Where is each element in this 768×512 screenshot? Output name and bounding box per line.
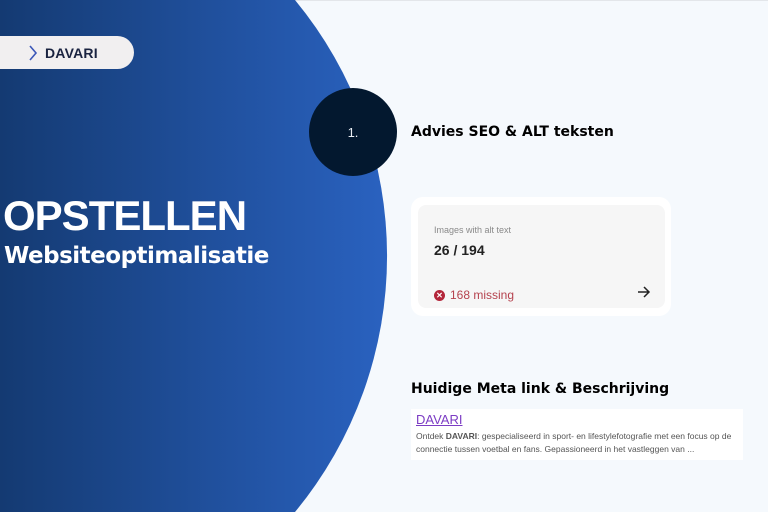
step-heading: Advies SEO & ALT teksten [411, 124, 614, 140]
error-x-icon: ✕ [434, 289, 445, 301]
meta-heading: Huidige Meta link & Beschrijving [411, 381, 670, 397]
meta-desc-prefix: Ontdek [416, 431, 446, 441]
step-number: 1. [347, 124, 359, 140]
meta-description: Ontdek DAVARI: gespecialiseerd in sport-… [416, 430, 742, 456]
chevron-right-icon [29, 45, 38, 61]
meta-desc-brand: DAVARI [445, 431, 478, 441]
alt-text-value: 26 / 194 [434, 242, 485, 258]
hero-title: OPSTELLEN [3, 192, 247, 239]
meta-preview: DAVARI Ontdek DAVARI: gespecialiseerd in… [411, 409, 743, 460]
missing-count: 168 missing [450, 288, 515, 302]
meta-desc-rest: : gespecialiseerd in sport- en lifestyle… [416, 431, 732, 454]
brand-pill: DAVARI [0, 36, 134, 69]
arrow-right-icon[interactable] [637, 285, 651, 299]
step-number-circle: 1. [309, 88, 397, 176]
hero-background-shape [0, 0, 388, 512]
meta-link[interactable]: DAVARI [416, 412, 463, 427]
alt-text-card[interactable]: Images with alt text 26 / 194 ✕ 168 miss… [411, 197, 671, 316]
hero-subtitle: Websiteoptimalisatie [4, 243, 269, 269]
brand-label: DAVARI [45, 45, 98, 61]
missing-status: ✕ 168 missing [434, 288, 514, 302]
alt-text-label: Images with alt text [434, 225, 512, 235]
top-divider [0, 0, 768, 1]
